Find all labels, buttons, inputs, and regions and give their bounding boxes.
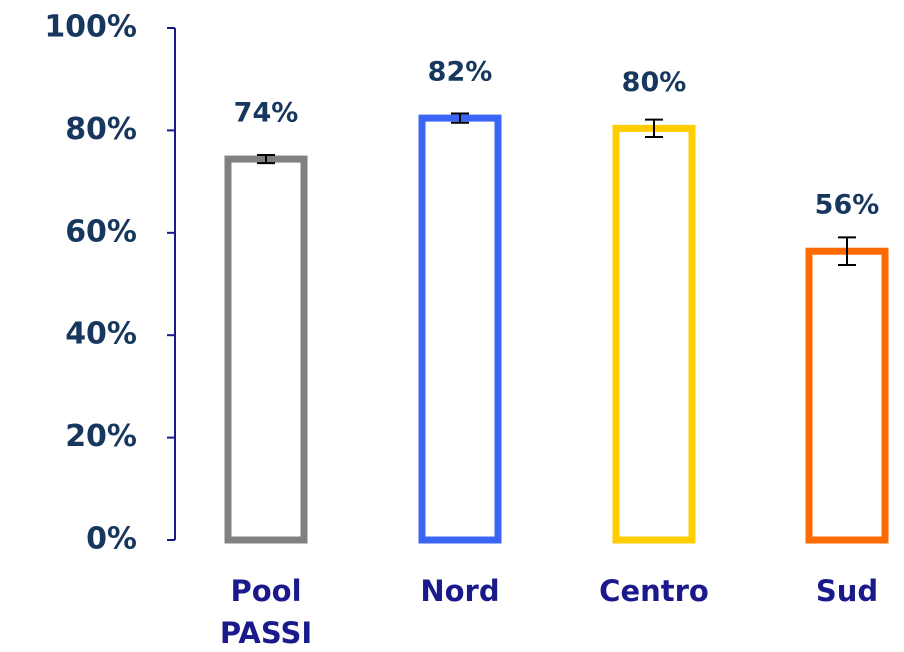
y-tick-label: 20% [65,419,137,454]
x-tick-label: Centro [599,574,709,608]
y-tick-label: 40% [65,317,137,352]
x-tick-label: Pool PASSI [219,574,313,650]
value-label: 82% [428,57,493,88]
bar [612,124,696,544]
value-label: 74% [234,98,299,129]
y-tick-label: 0% [86,522,137,557]
bar [224,155,308,544]
y-tick-label: 80% [65,112,137,147]
x-tick-label: Sud [815,574,879,608]
y-tick-label: 100% [44,10,137,45]
x-tick-label: Nord [420,574,500,608]
y-tick-label: 60% [65,214,137,249]
value-label: 56% [815,190,880,221]
value-label: 80% [622,67,687,98]
bar [805,247,889,544]
bar [418,114,502,544]
